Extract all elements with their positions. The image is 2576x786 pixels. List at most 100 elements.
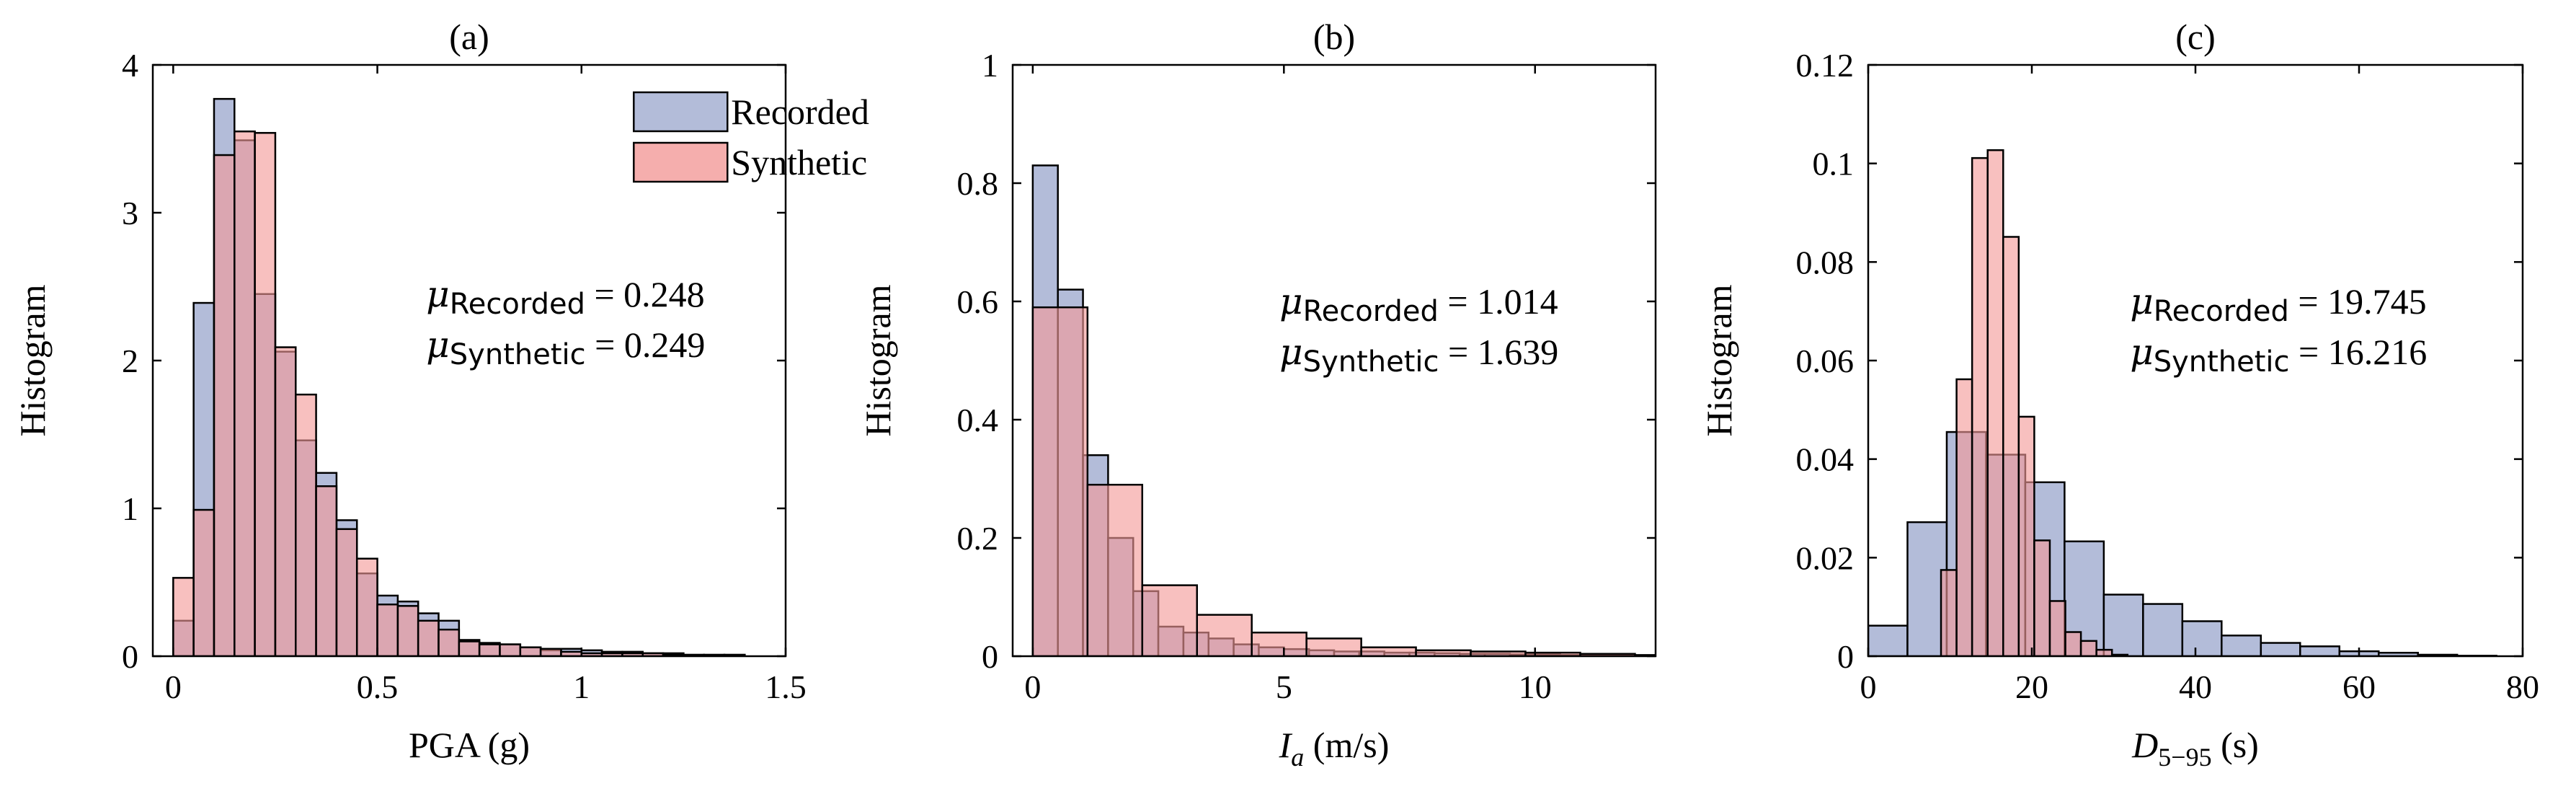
y-tick-label: 0 (982, 638, 998, 675)
bar-synthetic (1940, 569, 1958, 656)
bar-recorded (2181, 620, 2223, 656)
x-tick-label: 1 (573, 668, 590, 705)
bar-synthetic (1251, 631, 1307, 656)
bar-synthetic (213, 154, 236, 656)
bar-recorded (1868, 624, 1909, 656)
bar-recorded (2299, 645, 2341, 656)
bar-synthetic (1086, 483, 1144, 656)
bar-recorded (2260, 642, 2301, 656)
x-axis-label: PGA (g) (409, 725, 530, 765)
bar-synthetic (355, 557, 378, 656)
bar-synthetic (519, 646, 542, 656)
x-tick-label: 5 (1276, 668, 1292, 705)
mean-annotation: μRecorded = 0.248 (426, 273, 704, 321)
x-tick-label: 0 (165, 668, 182, 705)
chart-title: (b) (1313, 17, 1355, 57)
bar-synthetic (274, 346, 297, 656)
axes-box (1011, 63, 1657, 658)
bar-recorded (2221, 635, 2262, 656)
bar-synthetic (539, 648, 562, 656)
bar-synthetic (2033, 539, 2051, 656)
bar-synthetic (2002, 236, 2020, 656)
y-axis-label: Histogram (858, 284, 898, 436)
bar-synthetic (1305, 637, 1362, 656)
bar-synthetic (2064, 631, 2082, 656)
bar-synthetic (1141, 584, 1199, 656)
bar-synthetic (335, 528, 358, 656)
y-tick-label: 0.2 (957, 520, 999, 557)
chart-panel-3: 0 20 40 60 80 0 0.02 0.04 0.06 0.08 0.1 0.12 (c) Hist… (1699, 17, 2539, 772)
x-tick-label: 40 (2179, 668, 2212, 705)
chart-panel-2: 0 5 10 0 0.2 0.4 0.6 0.8 1 (b) Histogram Ia (m/s) μR… (858, 17, 1657, 772)
bars (1868, 149, 2497, 656)
bars (172, 97, 746, 656)
bar-synthetic (1196, 614, 1253, 656)
y-tick-label: 0.1 (1813, 146, 1855, 182)
x-axis-label: Ia (m/s) (1279, 725, 1390, 772)
chart-title: (c) (2175, 17, 2216, 57)
bar-synthetic (458, 640, 481, 656)
x-tick-label: 60 (2342, 668, 2376, 705)
y-tick-label: 2 (122, 343, 138, 379)
x-tick-label: 0 (1024, 668, 1041, 705)
bar-recorded (2102, 593, 2144, 656)
bar-synthetic (2079, 640, 2097, 656)
x-tick-label: 1.5 (765, 668, 807, 705)
legend-label-recorded: Recorded (731, 92, 869, 132)
x-tick-label: 20 (2015, 668, 2048, 705)
x-axis-label: D5−95 (s) (2131, 725, 2259, 772)
y-axis-label: Histogram (1699, 284, 1739, 436)
bar-synthetic (234, 131, 256, 656)
y-tick-label: 0.8 (957, 165, 999, 202)
bar-synthetic (396, 605, 419, 656)
bar-synthetic (254, 132, 277, 656)
y-tick-label: 1 (982, 47, 998, 84)
mean-annotation: μSynthetic = 1.639 (1279, 331, 1558, 379)
bar-synthetic (295, 393, 317, 656)
bar-recorded (2142, 603, 2184, 656)
y-tick-label: 1 (122, 490, 138, 527)
y-axis-label: Histogram (12, 284, 53, 436)
x-tick-label: 0 (1860, 668, 1877, 705)
mean-annotation: μRecorded = 19.745 (2130, 281, 2426, 328)
y-tick-label: 4 (122, 47, 138, 84)
bar-synthetic (192, 508, 216, 656)
bar-synthetic (417, 619, 440, 656)
bar-synthetic (499, 643, 522, 656)
legend-swatch-synthetic (633, 141, 729, 183)
x-tick-label: 10 (1519, 668, 1552, 705)
bar-synthetic (478, 643, 501, 656)
legend-label-synthetic: Synthetic (731, 142, 867, 182)
mean-annotation: μSynthetic = 16.216 (2130, 331, 2427, 379)
y-tick-label: 0.04 (1796, 441, 1855, 478)
bar-synthetic (1986, 149, 2004, 656)
y-tick-label: 0.08 (1796, 244, 1855, 281)
y-tick-label: 0.12 (1796, 47, 1855, 84)
bar-synthetic (2017, 415, 2035, 656)
chart-panel-1: 0 0.5 1 1.5 0 1 2 3 4 (a) Histogram PGA (g) μRecorde… (12, 17, 869, 765)
legend-swatch-recorded (633, 91, 729, 133)
x-tick-label: 0.5 (357, 668, 399, 705)
bar-synthetic (1360, 646, 1417, 656)
bars (1031, 164, 1656, 656)
chart-title: (a) (449, 17, 489, 57)
bar-synthetic (1971, 156, 1989, 656)
bar-synthetic (376, 604, 399, 656)
y-tick-label: 0.02 (1796, 539, 1855, 576)
bar-synthetic (1031, 306, 1089, 656)
y-tick-label: 0 (122, 638, 138, 675)
bar-synthetic (2048, 600, 2066, 656)
mean-annotation: μRecorded = 1.014 (1279, 281, 1558, 328)
mean-annotation: μSynthetic = 0.249 (426, 324, 705, 371)
y-tick-label: 0 (1837, 638, 1854, 675)
y-tick-label: 0.6 (957, 283, 999, 320)
bar-synthetic (172, 577, 195, 656)
x-tick-label: 80 (2506, 668, 2539, 705)
y-tick-label: 0.06 (1796, 343, 1855, 379)
bar-synthetic (1955, 378, 1973, 656)
y-tick-label: 0.4 (957, 402, 999, 438)
bar-synthetic (315, 485, 338, 656)
y-tick-label: 3 (122, 195, 138, 231)
bar-synthetic (438, 628, 461, 656)
